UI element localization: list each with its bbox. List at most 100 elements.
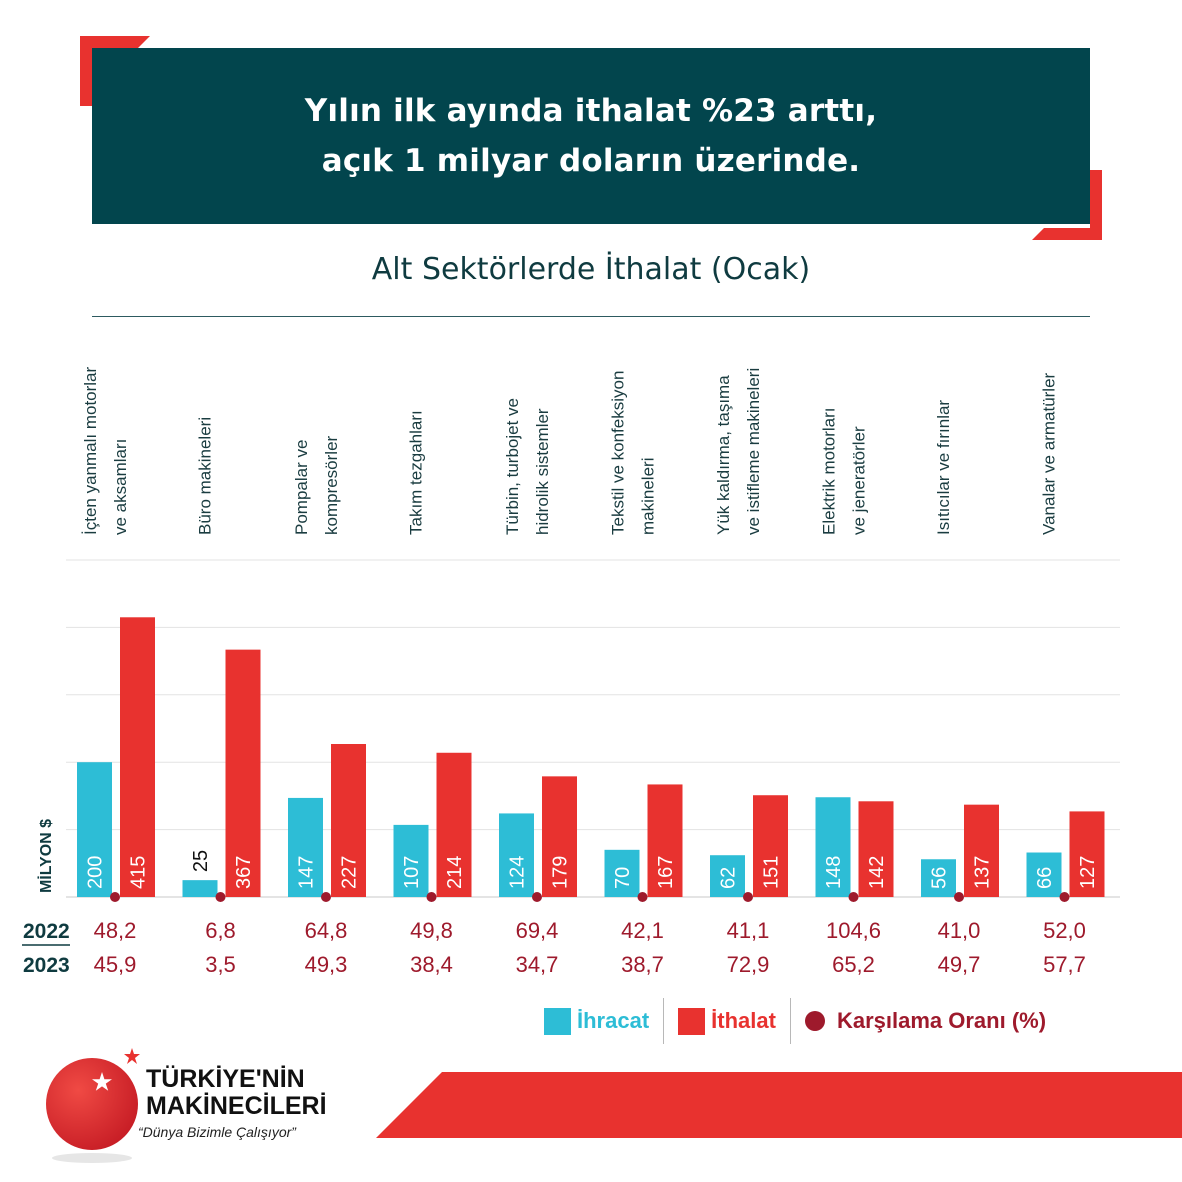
headline-line-2: açık 1 milyar doların üzerinde. <box>321 143 861 179</box>
legend-label-ihracat: İhracat <box>577 1008 650 1033</box>
ratio-value: 104,6 <box>826 918 881 943</box>
ratio-value: 41,0 <box>938 918 981 943</box>
ratio-value: 69,4 <box>516 918 559 943</box>
slogan: “Dünya Bizimle Çalışıyor” <box>138 1124 296 1140</box>
year-label: 2023 <box>23 954 70 977</box>
ratio-value: 57,7 <box>1043 952 1086 977</box>
ratio-value: 52,0 <box>1043 918 1086 943</box>
category-label: Isıtıcılar ve fırınlar <box>934 400 953 535</box>
data-label-ithalat: 142 <box>866 856 888 889</box>
ratio-marker <box>215 892 226 902</box>
legend: İhracat İthalat Karşılama Oranı (%) <box>544 996 1046 1046</box>
ratio-value: 38,7 <box>621 952 664 977</box>
ratio-value: 3,5 <box>205 952 236 977</box>
legend-item-ihracat: İhracat <box>544 1007 650 1035</box>
headline-banner: Yılın ilk ayında ithalat %23 arttı, açık… <box>92 48 1090 224</box>
legend-swatch-ihracat <box>544 1007 571 1035</box>
legend-item-ithalat: İthalat <box>678 1007 776 1035</box>
bar-ihracat <box>604 849 640 897</box>
category-label: Yük kaldırma, taşıma <box>714 375 733 535</box>
ratio-value: 49,7 <box>938 952 981 977</box>
brand-name: TÜRKİYE'NİN MAKİNECİLERİ <box>146 1066 327 1120</box>
data-label-ithalat: 179 <box>550 856 572 889</box>
ratio-value: 38,4 <box>410 952 453 977</box>
category-label: hidrolik sistemler <box>533 408 552 535</box>
bar-ihracat <box>393 824 429 897</box>
category-label: kompresörler <box>322 435 341 535</box>
legend-label-ratio: Karşılama Oranı (%) <box>836 1008 1047 1033</box>
category-label: ve istifleme makineleri <box>744 368 763 535</box>
title-divider <box>92 316 1090 317</box>
category-label: Tekstil ve konfeksiyon <box>609 371 628 535</box>
ratio-value: 41,1 <box>727 918 770 943</box>
bar-ithalat <box>753 795 788 897</box>
bar-ihracat <box>288 797 323 897</box>
bar-ihracat <box>815 797 851 897</box>
category-label: ve aksamları <box>111 439 130 535</box>
ratio-marker <box>321 892 331 902</box>
bar-ithalat <box>542 776 577 897</box>
data-label-ithalat: 127 <box>1077 856 1099 889</box>
legend-divider <box>789 998 791 1044</box>
data-label-ithalat: 137 <box>972 856 994 889</box>
ratio-marker <box>954 892 964 902</box>
ratio-value: 42,1 <box>621 918 664 943</box>
data-label-ithalat: 367 <box>233 856 255 889</box>
legend-divider <box>663 998 665 1044</box>
bar-ihracat <box>182 880 218 897</box>
ratio-value: 34,7 <box>516 952 559 977</box>
legend-swatch-ithalat <box>678 1007 706 1035</box>
ratio-marker <box>743 892 753 902</box>
bar-ithalat <box>120 617 155 897</box>
header-corner-accent <box>1032 170 1102 240</box>
ratio-value: 6,8 <box>205 918 236 943</box>
category-label: Türbin, turbojet ve <box>503 398 522 535</box>
category-label: makineleri <box>639 458 658 535</box>
category-label: Takım tezgahları <box>407 410 426 535</box>
category-label: Vanalar ve armatürler <box>1040 372 1059 535</box>
category-label: ve jeneratörler <box>850 426 869 535</box>
bar-ithalat <box>436 752 472 897</box>
ratio-value: 48,2 <box>94 918 137 943</box>
data-label-ithalat: 167 <box>655 856 677 889</box>
ratio-marker <box>110 892 120 902</box>
bar-ihracat <box>710 855 745 897</box>
legend-dot-ratio <box>804 1011 825 1031</box>
data-label-ithalat: 227 <box>339 856 361 889</box>
ratio-marker <box>532 892 542 902</box>
data-label-ithalat: 415 <box>128 856 150 889</box>
data-label-ithalat: 151 <box>761 856 783 889</box>
category-label: Pompalar ve <box>292 440 311 535</box>
ratio-value: 72,9 <box>727 952 770 977</box>
data-label-ihracat: 56 <box>929 867 951 889</box>
ratio-marker <box>637 892 648 902</box>
legend-item-ratio: Karşılama Oranı (%) <box>804 1008 1047 1034</box>
bar-chart: MİLYON $ İçten yanmalı motorlar ve aksamla… <box>22 366 1120 977</box>
footer-red-band <box>376 1072 1182 1138</box>
bar-ithalat <box>331 744 366 897</box>
headline-line-1: Yılın ilk ayında ithalat %23 arttı, <box>304 93 878 129</box>
bar-ithalat <box>858 801 894 897</box>
data-label-ihracat: 124 <box>507 856 529 889</box>
data-label-ihracat: 25 <box>190 850 212 872</box>
header-corner-accent <box>80 36 150 106</box>
data-label-ihracat: 147 <box>296 856 318 889</box>
bar-ihracat <box>921 859 956 897</box>
data-label-ihracat: 107 <box>401 856 423 889</box>
bar-ithalat <box>225 649 261 897</box>
bar-ihracat <box>499 813 534 897</box>
bar-ihracat <box>77 762 112 897</box>
ratio-value: 65,2 <box>832 952 875 977</box>
ratio-value: 45,9 <box>94 952 137 977</box>
ratio-marker <box>426 892 437 902</box>
year-label: 2022 <box>23 920 70 943</box>
ratio-marker <box>1059 892 1070 902</box>
ratio-value: 49,3 <box>305 952 348 977</box>
data-label-ihracat: 66 <box>1034 867 1056 889</box>
category-label: Elektrik motorları <box>820 407 839 535</box>
data-label-ihracat: 200 <box>85 856 107 889</box>
ratio-value: 64,8 <box>305 918 348 943</box>
bar-ithalat <box>647 784 683 897</box>
data-label-ihracat: 70 <box>612 867 634 889</box>
chart-title: Alt Sektörlerde İthalat (Ocak) <box>371 252 811 287</box>
